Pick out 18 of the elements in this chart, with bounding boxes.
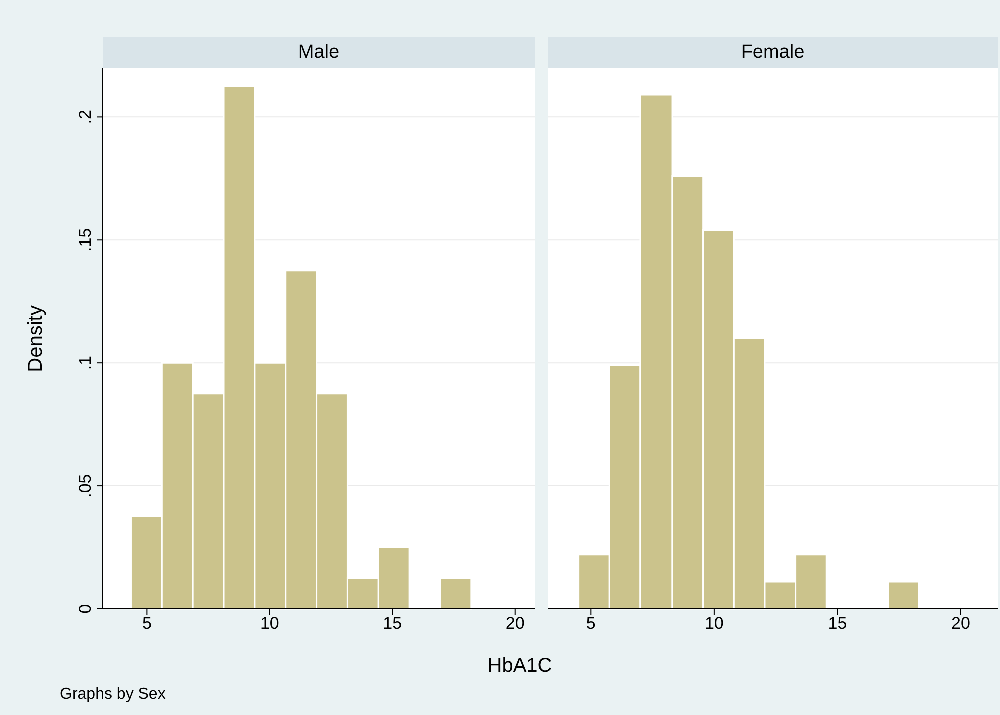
- x-axis-title: HbA1C: [486, 655, 554, 678]
- x-tick-label: 10: [704, 614, 724, 634]
- y-tick-label: 0: [76, 604, 95, 614]
- y-tick-label: .2: [76, 110, 95, 124]
- x-tick-label: 5: [586, 614, 596, 634]
- x-tick-label: 20: [506, 614, 525, 634]
- x-tick-label: 5: [142, 614, 152, 634]
- chart-title: Male: [103, 37, 535, 68]
- x-tick-label: 15: [383, 614, 402, 634]
- x-tick-label: 15: [828, 614, 848, 634]
- chart-title: Female: [548, 37, 998, 68]
- y-axis-title: Density: [25, 304, 48, 374]
- y-tick-label: .15: [76, 228, 95, 252]
- x-tick-label: 10: [260, 614, 280, 634]
- y-tick-label: .1: [76, 356, 95, 370]
- x-tick-label: 20: [952, 614, 970, 634]
- text: Graphs by Sex: [60, 686, 166, 704]
- y-tick-label: .05: [76, 474, 95, 498]
